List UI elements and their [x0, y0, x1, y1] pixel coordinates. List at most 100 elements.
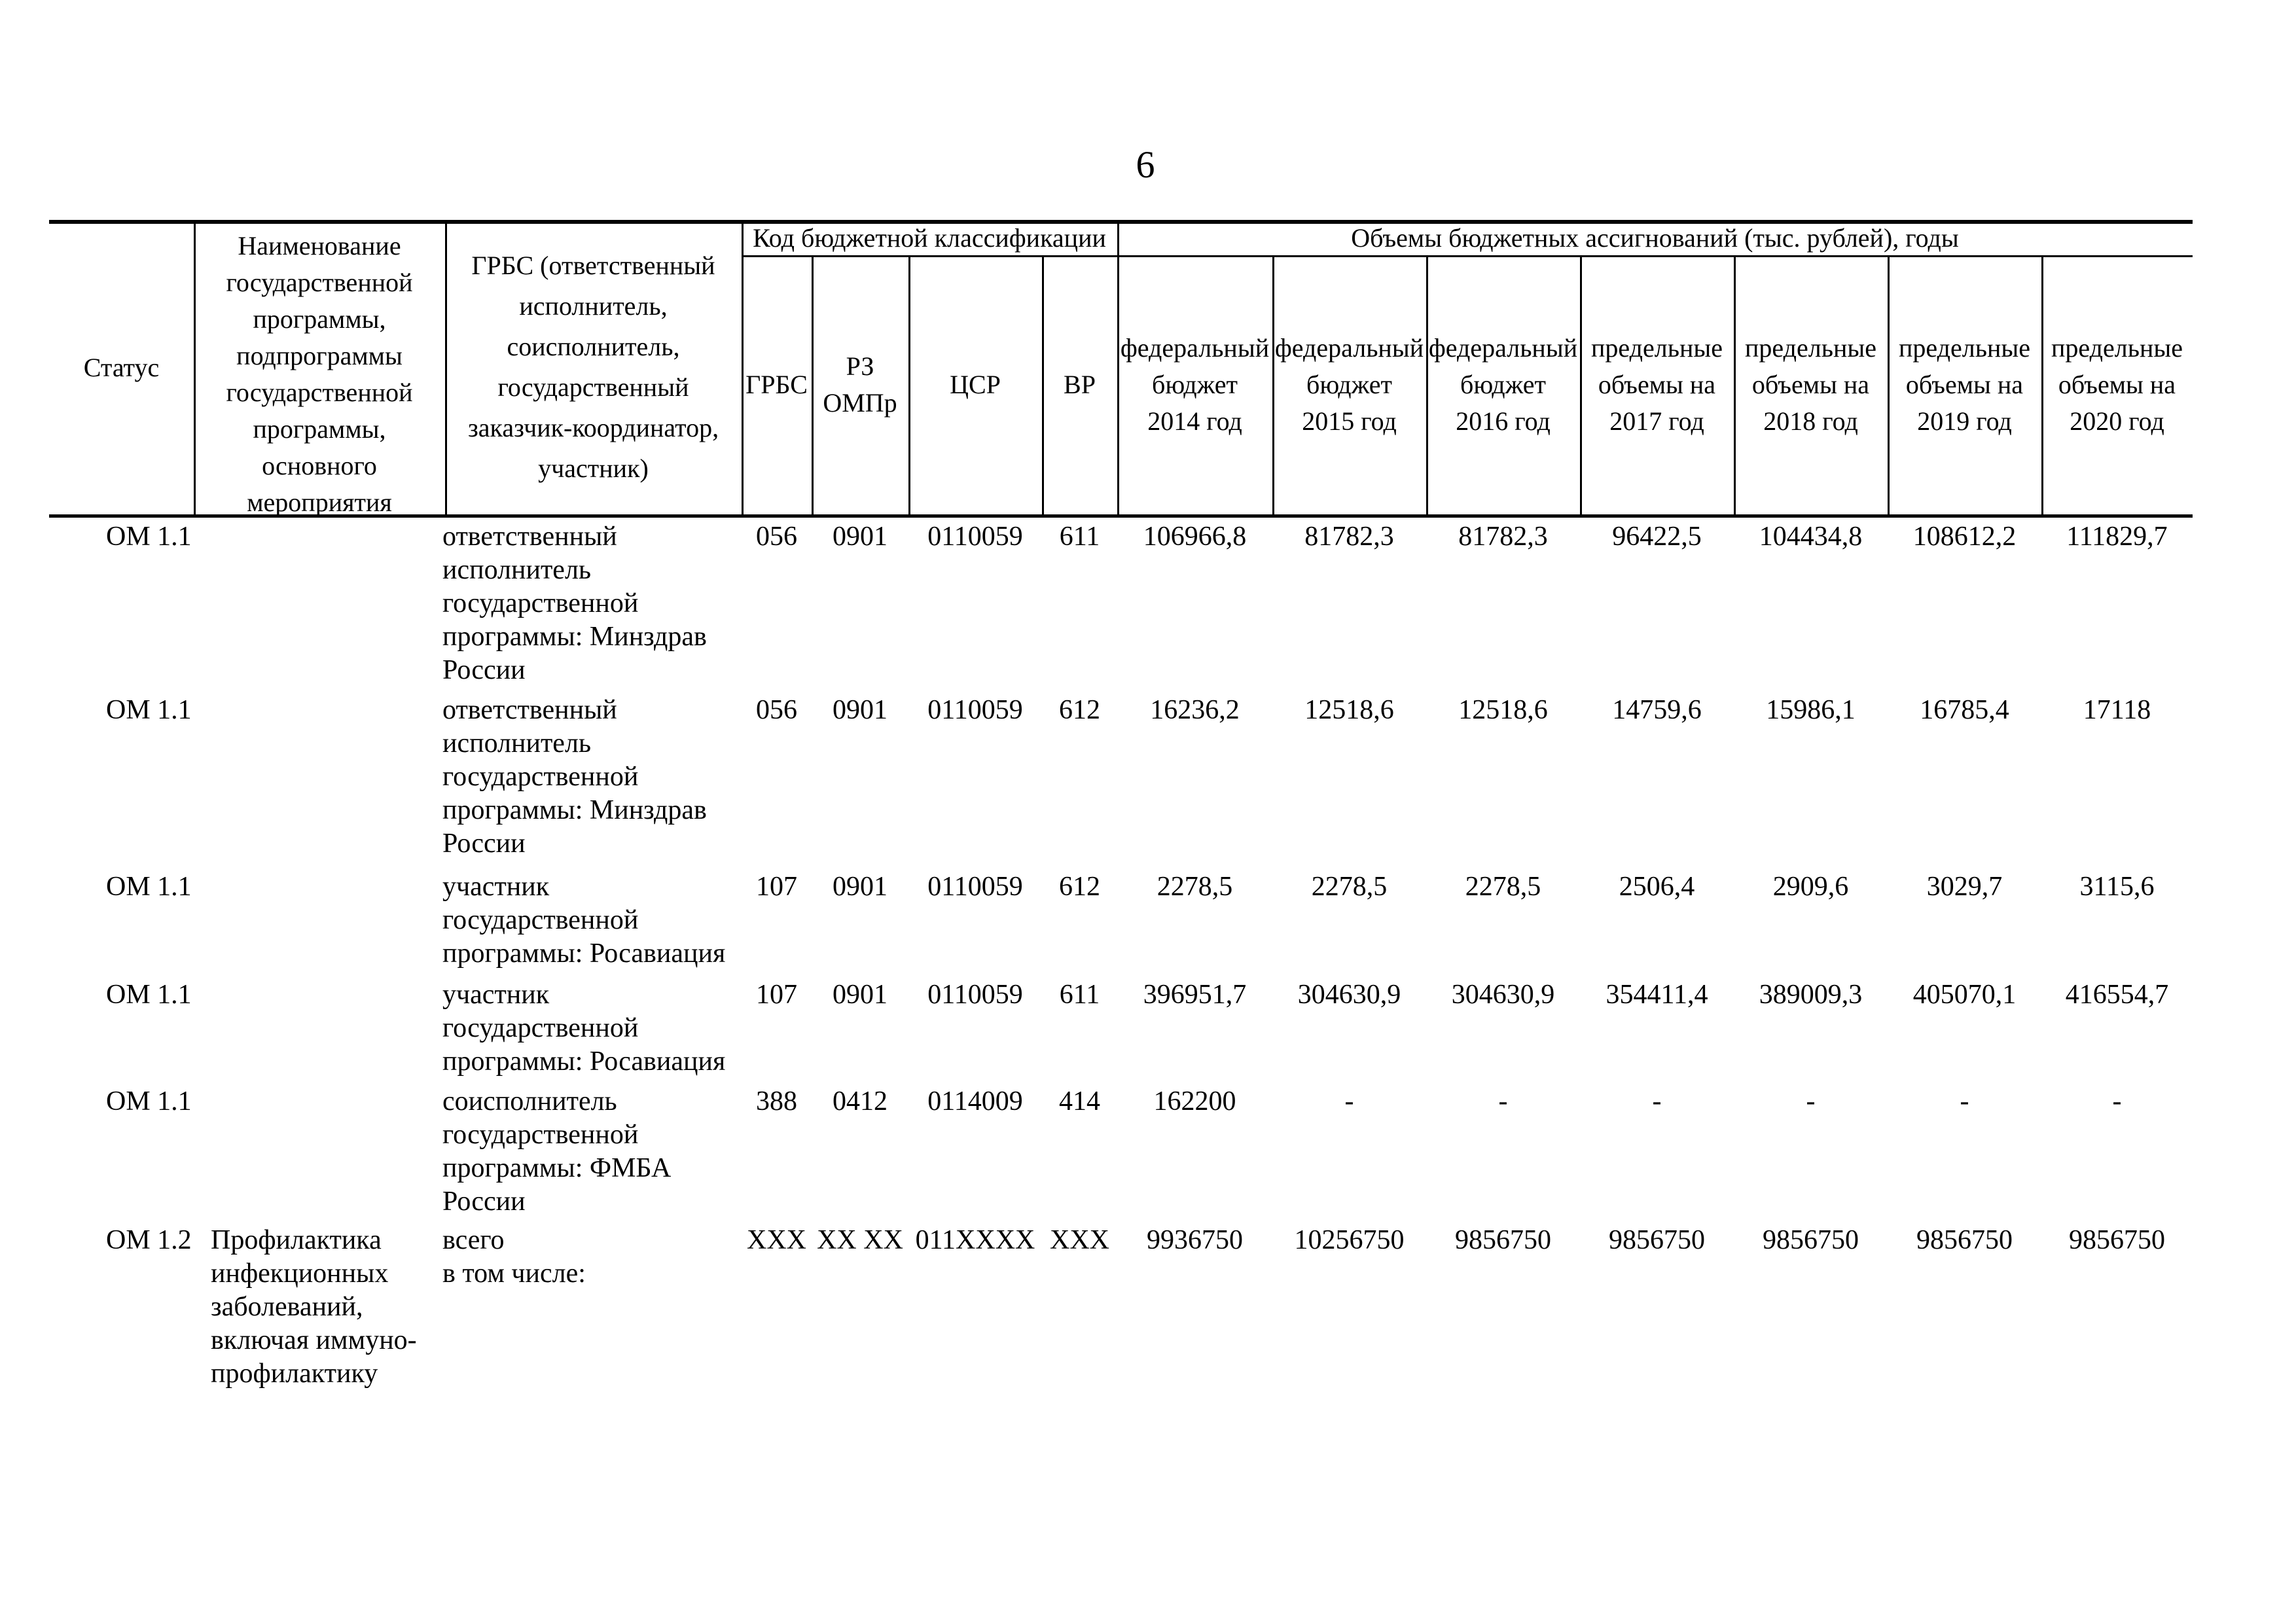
cell-name: Профилактика инфекционных заболеваний, в… [211, 1225, 417, 1389]
divider [1734, 255, 1736, 514]
cell-value-2018: - [1806, 1086, 1816, 1116]
cell-grbs: участник государственной программы: Роса… [442, 872, 726, 969]
cell-value-2019: 405070,1 [1912, 980, 2017, 1010]
cell-value-2016: 304630,9 [1451, 980, 1555, 1010]
divider [742, 255, 2193, 257]
cell-code-grbs: 107 [756, 980, 797, 1010]
cell-code-rz-ompr: 0901 [833, 695, 888, 725]
divider [742, 220, 744, 514]
col-header-2020: предельные объемы на 2020 год [2051, 333, 2183, 436]
group-header-budget-code: Код бюджетной классификации [753, 223, 1106, 253]
col-header-2014: федеральный бюджет 2014 год [1120, 333, 1270, 436]
cell-value-2017: 354411,4 [1605, 980, 1708, 1010]
cell-status: ОМ 1.1 [106, 522, 192, 552]
cell-value-2017: 2506,4 [1619, 872, 1695, 902]
col-header-status: Статус [83, 352, 160, 382]
divider [1888, 255, 1890, 514]
cell-code-rz-ompr: 0901 [833, 522, 888, 552]
cell-value-2017: - [1652, 1086, 1662, 1116]
cell-code-grbs: 056 [756, 522, 797, 552]
divider [1426, 255, 1428, 514]
cell-value-2016: 12518,6 [1458, 695, 1548, 725]
cell-code-csr: 0110059 [927, 522, 1023, 552]
col-header-rz-ompr: РЗ ОМПр [823, 351, 897, 418]
divider [812, 255, 814, 514]
cell-code-vr: 611 [1059, 980, 1100, 1010]
cell-code-csr: 011XXXX [915, 1225, 1035, 1255]
cell-grbs: всего в том числе: [442, 1225, 586, 1289]
cell-status: ОМ 1.1 [106, 980, 192, 1010]
divider [194, 220, 196, 514]
cell-value-2018: 15986,1 [1766, 695, 1856, 725]
divider [445, 220, 447, 514]
cell-value-2015: 304630,9 [1297, 980, 1401, 1010]
cell-value-2016: - [1498, 1086, 1508, 1116]
col-header-name: Наименование государственной программы, … [226, 231, 413, 517]
cell-code-csr: 0110059 [927, 695, 1023, 725]
cell-code-csr: 0114009 [927, 1086, 1023, 1116]
divider [2041, 255, 2043, 514]
col-header-grbs-code: ГРБС [745, 370, 808, 399]
cell-status: ОМ 1.2 [106, 1225, 192, 1255]
divider [1272, 255, 1274, 514]
cell-code-grbs: XXX [747, 1225, 806, 1255]
col-header-vr: ВР [1064, 370, 1096, 399]
cell-value-2019: 9856750 [1916, 1225, 2013, 1255]
cell-value-2018: 2909,6 [1772, 872, 1849, 902]
cell-value-2018: 9856750 [1763, 1225, 1859, 1255]
cell-code-rz-ompr: XX XX [817, 1225, 903, 1255]
cell-value-2014: 396951,7 [1143, 980, 1247, 1010]
cell-code-rz-ompr: 0901 [833, 872, 888, 902]
cell-code-grbs: 388 [756, 1086, 797, 1116]
cell-grbs: ответственный исполнитель государственно… [442, 522, 707, 685]
col-header-grbs: ГРБС (ответственный исполнитель, соиспол… [467, 251, 719, 483]
cell-grbs: ответственный исполнитель государственно… [442, 695, 707, 859]
cell-code-rz-ompr: 0901 [833, 980, 888, 1010]
cell-code-vr: 414 [1059, 1086, 1100, 1116]
cell-value-2019: 16785,4 [1920, 695, 2009, 725]
cell-value-2020: 111829,7 [2066, 522, 2168, 552]
divider [1117, 220, 1119, 514]
cell-code-vr: 612 [1059, 695, 1100, 725]
cell-value-2020: 9856750 [2069, 1225, 2165, 1255]
divider [49, 220, 2193, 224]
cell-code-csr: 0110059 [927, 872, 1023, 902]
cell-value-2019: 108612,2 [1912, 522, 2017, 552]
group-header-volumes: Объемы бюджетных ассигнований (тыс. рубл… [1351, 223, 1959, 253]
cell-grbs: соисполнитель государственной программы:… [442, 1086, 672, 1217]
cell-value-2016: 81782,3 [1458, 522, 1548, 552]
cell-value-2015: 10256750 [1294, 1225, 1405, 1255]
cell-code-grbs: 056 [756, 695, 797, 725]
page-number: 6 [1136, 143, 1155, 186]
col-header-2016: федеральный бюджет 2016 год [1428, 333, 1578, 436]
cell-value-2016: 2278,5 [1465, 872, 1541, 902]
cell-value-2014: 106966,8 [1143, 522, 1247, 552]
cell-value-2017: 14759,6 [1612, 695, 1702, 725]
cell-value-2014: 9936750 [1147, 1225, 1243, 1255]
cell-code-rz-ompr: 0412 [833, 1086, 888, 1116]
col-header-2019: предельные объемы на 2019 год [1899, 333, 2030, 436]
cell-code-vr: 611 [1059, 522, 1100, 552]
cell-value-2020: 416554,7 [2065, 980, 2169, 1010]
cell-value-2020: 3115,6 [2079, 872, 2155, 902]
divider [1042, 255, 1044, 514]
cell-status: ОМ 1.1 [106, 872, 192, 902]
cell-value-2014: 2278,5 [1157, 872, 1233, 902]
col-header-csr: ЦСР [950, 370, 1001, 399]
cell-value-2015: - [1344, 1086, 1354, 1116]
cell-code-vr: 612 [1059, 872, 1100, 902]
cell-value-2015: 12518,6 [1304, 695, 1394, 725]
cell-code-vr: XXX [1050, 1225, 1109, 1255]
cell-value-2020: - [2112, 1086, 2122, 1116]
cell-code-csr: 0110059 [927, 980, 1023, 1010]
col-header-2017: предельные объемы на 2017 год [1591, 333, 1723, 436]
cell-status: ОМ 1.1 [106, 1086, 192, 1116]
cell-value-2016: 9856750 [1455, 1225, 1551, 1255]
cell-value-2019: 3029,7 [1926, 872, 2003, 902]
cell-value-2014: 16236,2 [1150, 695, 1240, 725]
divider [908, 255, 910, 514]
divider [1580, 255, 1582, 514]
cell-status: ОМ 1.1 [106, 695, 192, 725]
cell-value-2020: 17118 [2083, 695, 2151, 725]
col-header-2015: федеральный бюджет 2015 год [1274, 333, 1424, 436]
